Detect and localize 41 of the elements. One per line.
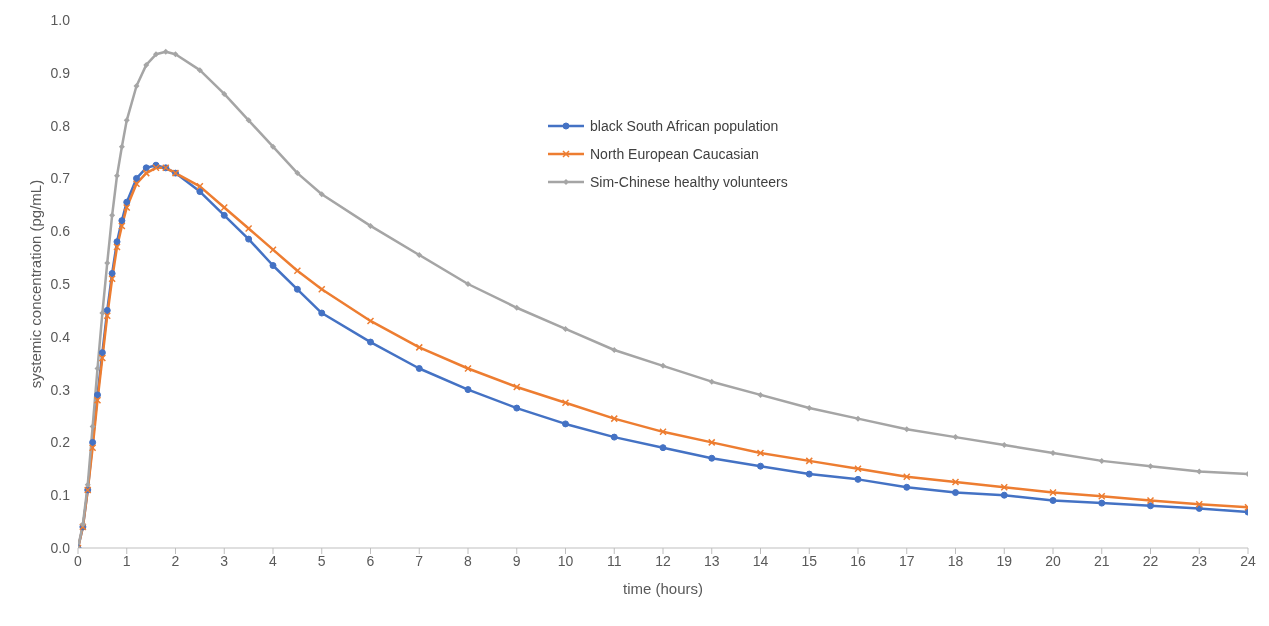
x-tick-label: 7 — [415, 552, 424, 569]
x-tick-label: 6 — [366, 552, 375, 569]
y-tick-label: 0.7 — [50, 170, 71, 187]
x-tick-label: 15 — [801, 552, 818, 569]
legend-label: Sim-Chinese healthy volunteers — [590, 174, 788, 190]
legend-label: black South African population — [590, 118, 779, 134]
x-tick-label: 12 — [655, 552, 671, 569]
x-tick-label: 21 — [1093, 552, 1110, 569]
y-tick-label: 0.3 — [50, 381, 71, 398]
y-axis-title: systemic concentration (pg/mL) — [27, 179, 45, 389]
x-tick-label: 8 — [464, 552, 473, 569]
x-tick-label: 17 — [898, 552, 915, 569]
y-tick-label: 0.4 — [50, 328, 71, 345]
y-tick-label: 0.2 — [50, 434, 71, 451]
x-axis-title: time (hours) — [622, 580, 704, 597]
legend-label: North European Caucasian — [590, 146, 759, 162]
x-tick-label: 13 — [703, 552, 720, 569]
y-tick-label: 1.0 — [50, 11, 71, 28]
x-tick-label: 20 — [1045, 552, 1061, 569]
x-tick-label: 24 — [1240, 552, 1256, 569]
x-tick-label: 14 — [752, 552, 769, 569]
x-tick-label: 23 — [1191, 552, 1208, 569]
x-tick-label: 0 — [74, 552, 83, 569]
x-tick-label: 3 — [220, 552, 229, 569]
x-tick-label: 19 — [996, 552, 1013, 569]
x-tick-label: 5 — [317, 552, 326, 569]
x-tick-label: 2 — [171, 552, 180, 569]
y-tick-label: 0.1 — [50, 487, 71, 504]
x-tick-label: 11 — [606, 552, 622, 569]
y-tick-label: 0.6 — [50, 223, 71, 240]
x-tick-label: 9 — [512, 552, 521, 569]
x-tick-label: 18 — [947, 552, 964, 569]
x-tick-label: 10 — [557, 552, 574, 569]
y-tick-label: 0.0 — [50, 539, 71, 556]
y-tick-label: 0.9 — [50, 64, 71, 81]
x-tick-label: 22 — [1142, 552, 1159, 569]
y-tick-label: 0.5 — [50, 275, 71, 292]
x-tick-label: 16 — [850, 552, 866, 569]
x-tick-label: 1 — [122, 552, 131, 569]
y-tick-label: 0.8 — [50, 117, 71, 134]
x-tick-label: 4 — [269, 552, 278, 569]
